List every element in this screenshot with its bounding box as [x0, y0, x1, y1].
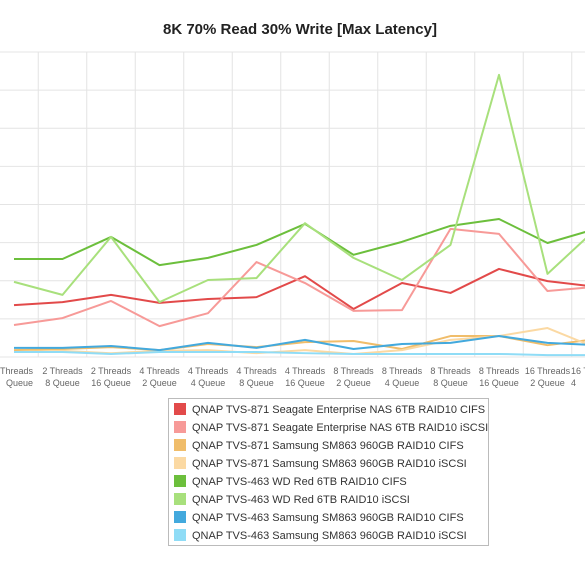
legend-swatch: [174, 475, 186, 487]
x-tick-label: 16 Threads: [525, 366, 571, 376]
legend: [168, 398, 489, 546]
legend-swatch: [174, 421, 186, 433]
x-tick-label: 8 Threads: [333, 366, 374, 376]
x-tick-label: 4 Threads: [236, 366, 277, 376]
x-tick-label: 4 Threads: [188, 366, 229, 376]
x-tick-label: Threads: [0, 366, 33, 376]
x-tick-label: 4 Threads: [285, 366, 326, 376]
legend-label: QNAP TVS-871 Seagate Enterprise NAS 6TB …: [192, 422, 488, 434]
legend-label: QNAP TVS-871 Seagate Enterprise NAS 6TB …: [192, 404, 485, 416]
legend-swatch: [174, 403, 186, 415]
legend-swatch: [174, 439, 186, 451]
series-line: [13, 227, 585, 328]
chart-title: 8K 70% Read 30% Write [Max Latency]: [163, 21, 437, 38]
x-tick-label: 4: [571, 378, 576, 388]
x-tick-label: 2 Queue: [336, 378, 371, 388]
x-tick-label: 8 Threads: [479, 366, 520, 376]
x-tick-label: 2 Threads: [91, 366, 132, 376]
series-line: [14, 217, 585, 267]
legend-label: QNAP TVS-871 Samsung SM863 960GB RAID10 …: [192, 440, 464, 452]
x-tick-label: 8 Queue: [45, 378, 80, 388]
series-line: [14, 351, 585, 357]
x-tick-label: 8 Threads: [430, 366, 471, 376]
x-tick-label: Queue: [6, 378, 33, 388]
series-line: [13, 267, 585, 310]
legend-label: QNAP TVS-463 Samsung SM863 960GB RAID10 …: [192, 512, 464, 524]
legend-swatch: [174, 511, 186, 523]
x-tick-label: 4 Threads: [139, 366, 180, 376]
x-tick-label: 2 Threads: [42, 366, 83, 376]
x-tick-label: 16 Queue: [285, 378, 325, 388]
legend-swatch: [174, 529, 186, 541]
legend-label: QNAP TVS-871 Samsung SM863 960GB RAID10 …: [192, 458, 467, 470]
x-tick-label: 2 Queue: [142, 378, 177, 388]
legend-swatch: [174, 457, 186, 469]
legend-label: QNAP TVS-463 Samsung SM863 960GB RAID10 …: [192, 530, 467, 542]
x-tick-label: 16 T: [571, 366, 585, 376]
legend-swatch: [174, 493, 186, 505]
x-tick-label: 8 Queue: [239, 378, 274, 388]
x-tick-label: 16 Queue: [479, 378, 519, 388]
x-tick-label: 16 Queue: [91, 378, 131, 388]
series-line: [13, 335, 585, 352]
x-tick-label: 4 Queue: [385, 378, 420, 388]
legend-label: QNAP TVS-463 WD Red 6TB RAID10 iSCSI: [192, 494, 410, 506]
x-tick-label: 4 Queue: [191, 378, 226, 388]
x-tick-label: 8 Threads: [382, 366, 423, 376]
series-line: [13, 73, 585, 304]
series-line: [14, 335, 585, 352]
legend-label: QNAP TVS-463 WD Red 6TB RAID10 CIFS: [192, 476, 407, 488]
x-tick-label: 2 Queue: [530, 378, 565, 388]
x-tick-label: 8 Queue: [433, 378, 468, 388]
